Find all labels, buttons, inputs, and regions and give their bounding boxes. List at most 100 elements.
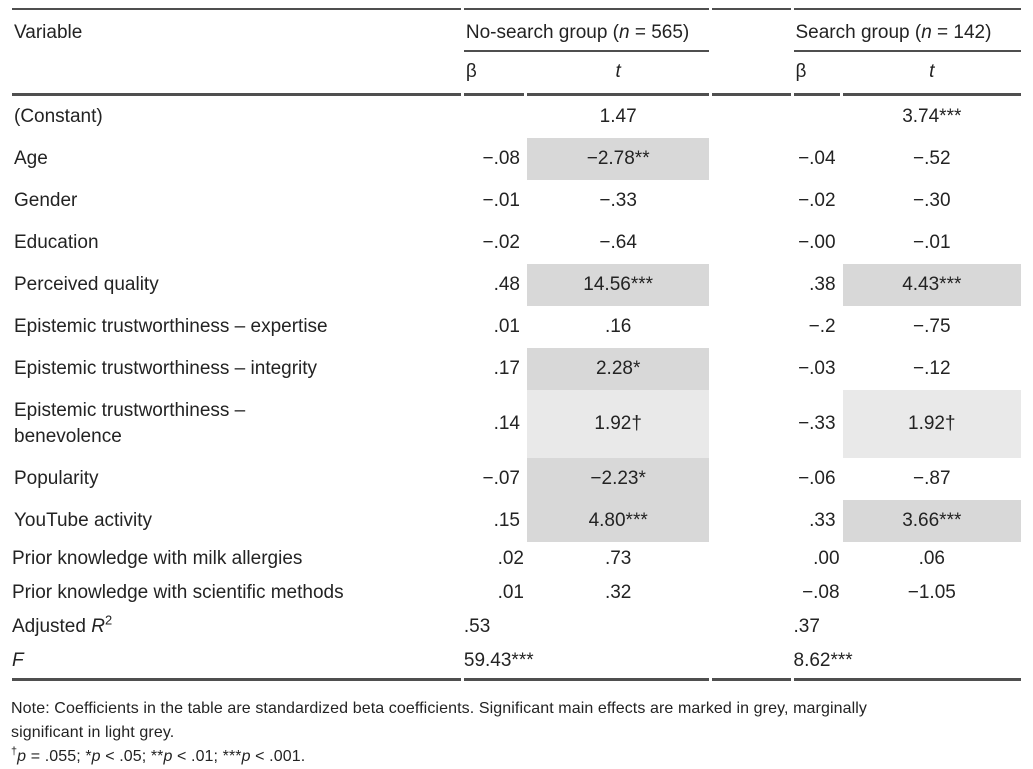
row-label: Prior knowledge with scientific methods [12, 582, 344, 603]
t-value-search: 4.43*** [842, 264, 1021, 306]
t-value-nosearch: .73 [604, 548, 632, 569]
t-value-nosearch: −.33 [599, 190, 637, 211]
spacer-cell [712, 500, 790, 542]
note-line: Note: Coefficients in the table are stan… [11, 700, 868, 717]
beta-value-nosearch: .14 [493, 413, 520, 434]
row-label: F [12, 644, 461, 681]
table-row: Adjusted R2 .53 .37 [12, 610, 1021, 644]
spacer-cell [712, 390, 790, 458]
beta-value-search: .00 [813, 548, 840, 569]
variable-column-header: Variable [12, 8, 461, 96]
t-header-nosearch: t [526, 52, 710, 96]
beta-value-nosearch: −.02 [482, 232, 520, 253]
t-value-search: −.87 [913, 468, 951, 489]
row-label: Prior knowledge with milk allergies [12, 548, 303, 569]
t-value-search: 1.92† [842, 390, 1021, 458]
group-header-search: Search group (n = 142) [793, 8, 1021, 52]
beta-value-search: .38 [809, 274, 836, 295]
t-value-search: −.01 [913, 232, 951, 253]
table-row: Prior knowledge with scientific methods.… [12, 576, 1021, 610]
regression-table: Variable No-search group (n = 565) Searc… [9, 8, 1024, 681]
beta-value-nosearch: −.01 [482, 190, 520, 211]
row-label: Gender [14, 190, 78, 211]
spacer-cell [712, 576, 790, 610]
table-row: F 59.43*** 8.62*** [12, 644, 1021, 681]
table-row: YouTube activity .15 4.80*** .33 3.66*** [12, 500, 1021, 542]
beta-value-nosearch [464, 96, 524, 138]
row-label: Epistemic trustworthiness – expertise [14, 316, 328, 337]
summary-value-nosearch: .53 [463, 616, 491, 637]
spacer-cell [712, 306, 790, 348]
beta-value-search: −.03 [798, 358, 836, 379]
beta-value-search: −.2 [808, 316, 836, 337]
t-value-nosearch: .32 [604, 582, 632, 603]
t-value-nosearch: .16 [604, 316, 632, 337]
beta-value-search: −.02 [798, 190, 836, 211]
summary-value-search: 8.62*** [793, 644, 1021, 681]
group-header-nosearch: No-search group (n = 565) [463, 8, 710, 52]
beta-value-nosearch: −.07 [482, 468, 520, 489]
spacer-cell [712, 348, 790, 390]
beta-value-nosearch: −.08 [482, 148, 520, 169]
t-value-search: 3.66*** [842, 500, 1021, 542]
spacer-cell [712, 96, 790, 138]
row-label: (Constant) [14, 106, 103, 127]
row-label: Age [14, 148, 48, 169]
table-row: Popularity −.07 −2.23* −.06 −.87 [12, 458, 1021, 500]
beta-header-nosearch: β [463, 52, 524, 96]
beta-value-search [794, 96, 840, 138]
t-value-search: −.30 [913, 190, 951, 211]
beta-value-nosearch: .48 [493, 274, 520, 295]
row-label: Epistemic trustworthiness – benevolence [14, 400, 246, 447]
beta-value-nosearch: .02 [497, 548, 524, 569]
t-value-search: −.52 [913, 148, 951, 169]
row-label: Adjusted R2 [12, 612, 113, 637]
spacer-cell [712, 8, 791, 52]
beta-value-search: −.00 [798, 232, 836, 253]
spacer-cell [712, 52, 791, 96]
beta-value-nosearch: .01 [493, 316, 520, 337]
beta-value-search: .33 [809, 510, 836, 531]
t-value-nosearch: 4.80*** [526, 500, 710, 542]
beta-header-search: β [793, 52, 840, 96]
spacer-cell [712, 610, 790, 644]
table-row: Age −.08 −2.78** −.04 −.52 [12, 138, 1021, 180]
t-value-nosearch: 14.56*** [526, 264, 710, 306]
t-value-nosearch: −2.78** [526, 138, 710, 180]
table-row: Epistemic trustworthiness – integrity .17… [12, 348, 1021, 390]
beta-value-nosearch: .17 [493, 358, 520, 379]
table-row: Gender −.01 −.33 −.02 −.30 [12, 180, 1021, 222]
t-value-search: 3.74*** [902, 106, 962, 127]
beta-value-search: −.33 [798, 413, 836, 434]
t-value-search: .06 [918, 548, 945, 569]
t-value-nosearch: 1.92† [526, 390, 710, 458]
table-note: Note: Coefficients in the table are stan… [11, 697, 1024, 769]
note-line: significant in light grey. [11, 724, 175, 741]
row-label: Perceived quality [14, 274, 159, 295]
beta-value-search: −.06 [798, 468, 836, 489]
table-header: Variable No-search group (n = 565) Searc… [12, 8, 1021, 96]
group-header-row: Variable No-search group (n = 565) Searc… [12, 8, 1021, 96]
spacer-cell [712, 222, 790, 264]
spacer-cell [712, 542, 790, 576]
table-row: Prior knowledge with milk allergies .02 .7… [12, 542, 1021, 576]
spacer-cell [712, 264, 790, 306]
row-label: Epistemic trustworthiness – integrity [14, 358, 318, 379]
table-row: Perceived quality .48 14.56*** .38 4.43*** [12, 264, 1021, 306]
table-row: Education −.02 −.64 −.00 −.01 [12, 222, 1021, 264]
t-header-search: t [842, 52, 1021, 96]
beta-value-nosearch: .01 [497, 582, 524, 603]
beta-value-search: −.04 [798, 148, 836, 169]
t-value-search: −.12 [913, 358, 951, 379]
summary-value-search: .37 [793, 616, 820, 637]
spacer-cell [712, 138, 790, 180]
spacer-cell [712, 644, 791, 681]
row-label: YouTube activity [14, 510, 153, 531]
table-row: (Constant) 1.47 3.74*** [12, 96, 1021, 138]
summary-value-nosearch: 59.43*** [463, 644, 710, 681]
table-body: (Constant) 1.47 3.74*** Age −.08 −2.78** −.04 −… [12, 96, 1021, 681]
beta-value-nosearch: .15 [493, 510, 520, 531]
table-row: Epistemic trustworthiness – benevolence .1… [12, 390, 1021, 458]
spacer-cell [712, 180, 790, 222]
